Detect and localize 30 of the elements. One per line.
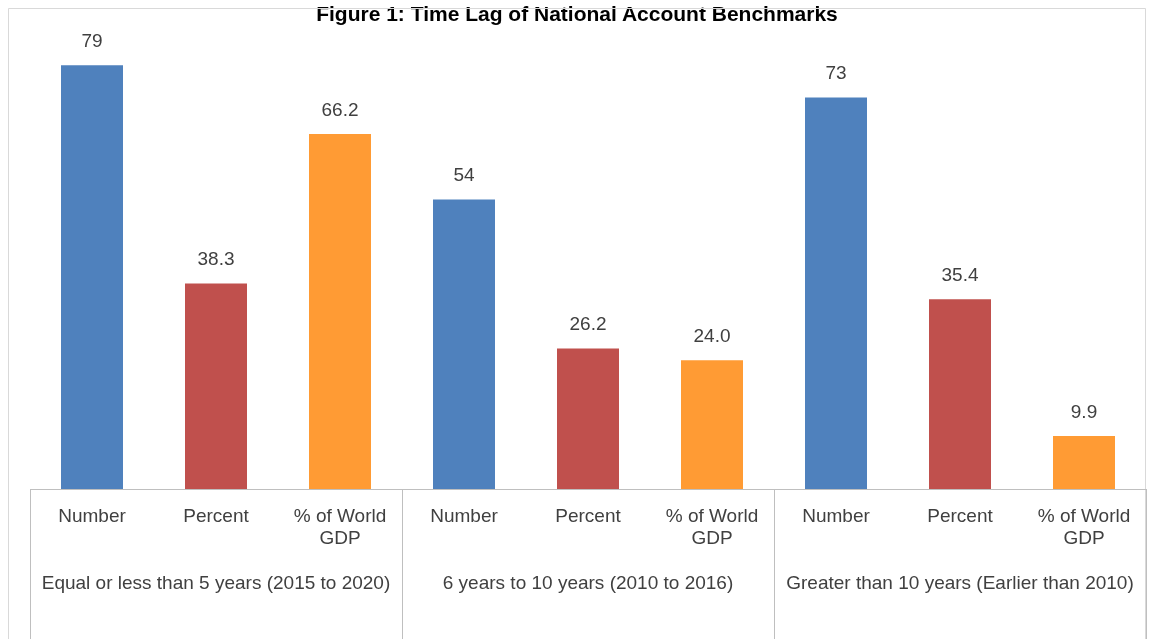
x-tick-label: % of World GDP [293,504,387,549]
bar [929,299,991,489]
data-label: 26.2 [569,313,607,335]
x-tick-label: % of World GDP [665,504,759,549]
bar [805,97,867,489]
text: 6 years to 10 years (2010 to 2016) [442,571,734,593]
data-label: 38.3 [197,248,235,270]
x-tick-label: Percent [555,504,622,526]
text: Equal or less than 5 years (2015 to 2020) [41,571,391,593]
text: Greater than 10 years (Earlier than 2010) [786,571,1134,593]
data-label: 9.9 [1070,400,1098,422]
data-label: 35.4 [941,263,979,285]
bar [681,360,743,489]
bar [557,348,619,489]
data-label: 54 [453,164,475,186]
x-tick-label: Number [430,504,499,526]
x-tick-label: % of World GDP [1037,504,1131,549]
data-label: 66.2 [321,98,359,120]
x-tick-label: Number [802,504,871,526]
data-label: 24.0 [693,325,731,347]
bar [61,65,123,489]
x-tick-label: Percent [183,504,250,526]
data-label: 79 [81,30,103,52]
bar [1053,435,1115,489]
bar [433,199,495,489]
x-tick-label: Number [58,504,127,526]
data-label: 73 [825,62,847,84]
bar [309,134,371,489]
bar [185,283,247,489]
x-tick-label: Percent [927,504,994,526]
